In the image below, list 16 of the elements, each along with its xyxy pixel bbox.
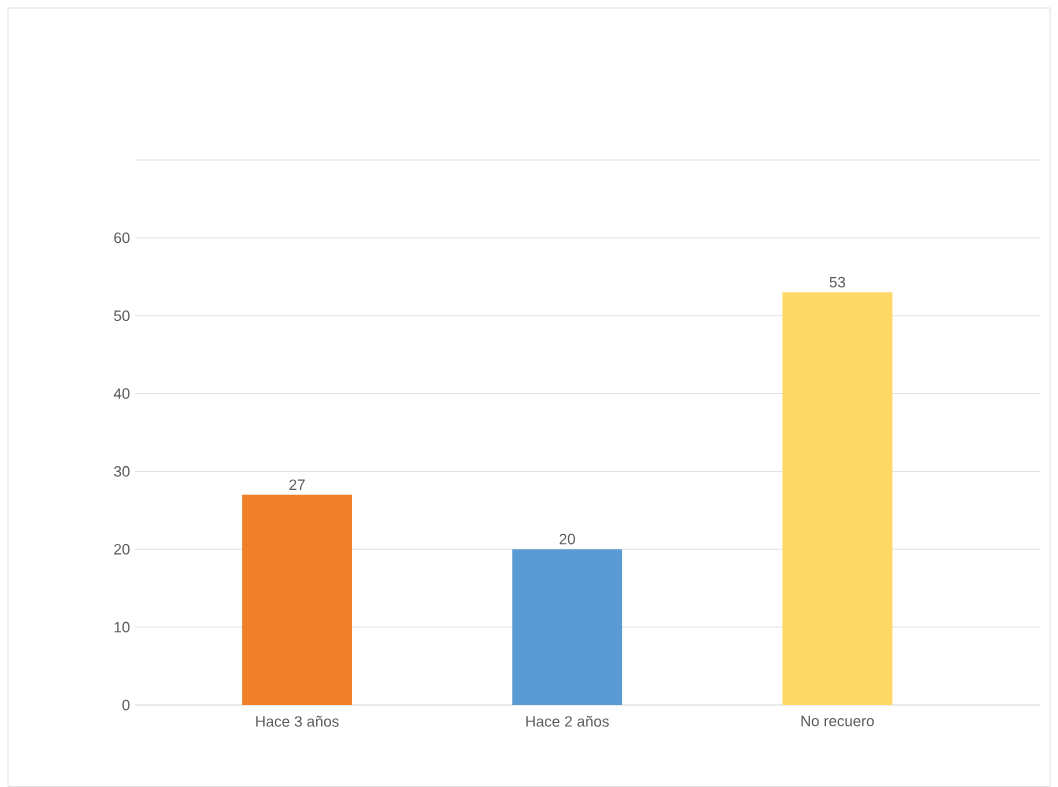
y-tick-label: 20 (114, 543, 130, 555)
data-label: 20 (559, 533, 575, 545)
bar (512, 549, 623, 705)
data-label: 27 (289, 479, 305, 490)
y-tick-label: 10 (114, 621, 130, 633)
y-tick-label: 40 (113, 388, 130, 399)
bar (782, 292, 893, 705)
data-label: 53 (829, 276, 846, 288)
y-tick-label: 0 (122, 699, 130, 711)
x-tick-label: Hace 3 años (256, 715, 339, 727)
x-tick-label: Hace 2 años (526, 715, 609, 727)
bar (242, 494, 353, 705)
y-tick-label: 60 (114, 232, 130, 244)
y-tick-label: 30 (114, 466, 130, 477)
x-tick-label: No recuero (801, 715, 874, 727)
y-tick-label: 50 (114, 310, 130, 322)
